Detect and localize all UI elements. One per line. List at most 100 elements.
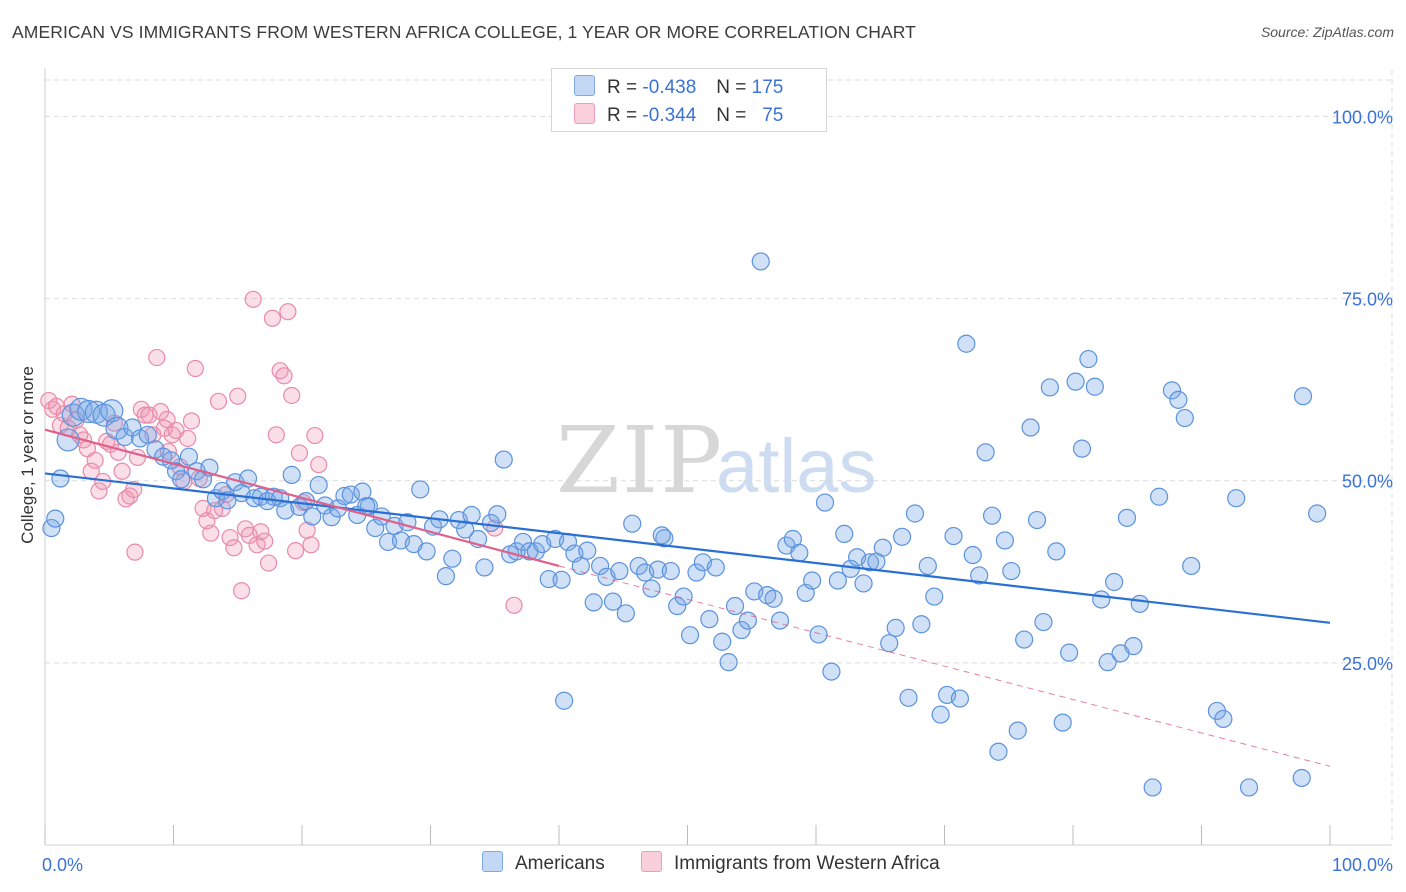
data-point-americans — [719, 653, 738, 672]
blue-series-points — [42, 252, 1327, 797]
tick-labels: 25.0% 50.0% 75.0% 100.0% 0.0% 100.0% — [42, 107, 1393, 875]
data-point-americans — [623, 514, 642, 533]
data-point-immigrants — [158, 410, 176, 429]
data-point-americans — [341, 485, 360, 504]
data-point-immigrants — [290, 444, 309, 462]
data-point-immigrants — [225, 539, 243, 557]
data-point-americans — [138, 425, 157, 444]
data-point-americans — [366, 518, 385, 538]
data-point-americans — [436, 567, 456, 586]
watermark-atlas: atlas — [716, 424, 877, 509]
data-point-immigrants — [233, 582, 251, 600]
data-point-americans — [1040, 378, 1059, 397]
data-point-immigrants — [113, 462, 131, 480]
y-tick-label: 25.0% — [1342, 654, 1393, 674]
data-point-immigrants — [229, 387, 247, 405]
data-point-americans — [1047, 542, 1066, 561]
data-point-americans — [1021, 418, 1040, 437]
data-point-americans — [1293, 387, 1313, 406]
legend-swatch-pink — [641, 851, 662, 872]
data-point-immigrants — [90, 482, 108, 500]
data-point-americans — [944, 526, 963, 546]
data-point-americans — [172, 470, 191, 489]
data-point-americans — [822, 662, 841, 681]
data-point-immigrants — [256, 532, 274, 550]
data-point-americans — [552, 570, 571, 589]
legend-swatch-pink — [574, 103, 595, 124]
data-point-americans — [674, 587, 693, 606]
data-point-immigrants — [263, 309, 282, 327]
y-tick-label: 50.0% — [1342, 472, 1393, 492]
data-point-americans — [713, 632, 732, 651]
data-point-immigrants — [279, 303, 297, 321]
data-point-americans — [1214, 709, 1233, 729]
data-point-americans — [661, 561, 680, 581]
data-point-americans — [652, 526, 671, 545]
data-point-americans — [982, 506, 1002, 525]
data-point-americans — [687, 563, 706, 582]
legend-item-americans: Americans — [482, 851, 605, 875]
data-point-americans — [115, 427, 134, 447]
data-point-americans — [616, 604, 635, 623]
legend-swatch-blue — [574, 75, 595, 96]
data-point-americans — [1008, 721, 1027, 740]
data-point-americans — [706, 558, 725, 577]
data-point-americans — [584, 593, 603, 612]
data-point-americans — [751, 252, 770, 271]
chart-title: AMERICAN VS IMMIGRANTS FROM WESTERN AFRI… — [12, 22, 916, 42]
data-point-americans — [770, 611, 790, 630]
y-tick-label: 100.0% — [1332, 107, 1393, 127]
watermark-zip: ZIP — [556, 407, 724, 514]
data-point-americans — [1169, 390, 1188, 409]
stats-legend: R = -0.438 N = 175 R = -0.344 N = 75 — [551, 68, 827, 132]
data-point-americans — [931, 705, 950, 724]
data-point-americans — [642, 579, 661, 598]
data-point-americans — [1308, 504, 1327, 523]
data-point-americans — [100, 399, 124, 423]
data-point-americans — [46, 509, 65, 528]
data-point-americans — [970, 566, 989, 585]
data-point-americans — [335, 486, 354, 506]
data-point-americans — [539, 569, 558, 589]
data-point-immigrants — [283, 386, 301, 405]
data-point-immigrants — [86, 451, 104, 469]
data-point-americans — [1182, 556, 1201, 576]
legend-swatch-blue — [482, 851, 503, 872]
data-point-americans — [790, 543, 809, 562]
data-point-immigrants — [126, 543, 144, 561]
data-point-americans — [860, 553, 880, 572]
data-point-americans — [69, 397, 93, 421]
data-point-americans — [899, 688, 918, 707]
axes — [44, 68, 1392, 846]
data-point-americans — [1015, 630, 1034, 649]
data-point-americans — [815, 493, 835, 512]
data-point-immigrants — [306, 426, 324, 445]
data-point-immigrants — [125, 480, 143, 499]
data-point-americans — [963, 545, 982, 565]
legend-row-immigrants: R = -0.344 N = 75 — [574, 103, 783, 127]
data-point-americans — [854, 574, 873, 593]
data-point-americans — [488, 505, 507, 524]
data-point-americans — [1027, 510, 1047, 530]
data-point-americans — [56, 428, 80, 452]
n-value: 175 — [751, 77, 784, 98]
trend-lines — [44, 428, 1331, 767]
source-label: Source: ZipAtlas.com — [1260, 24, 1394, 40]
data-point-americans — [462, 505, 481, 525]
legend-item-immigrants: Immigrants from Western Africa — [641, 851, 940, 875]
data-point-americans — [886, 618, 905, 637]
grid-lines — [45, 70, 1393, 845]
r-label: R = — [607, 77, 638, 98]
trend-line-immigrants — [44, 428, 560, 568]
data-point-americans — [1292, 768, 1311, 788]
data-point-americans — [513, 532, 533, 552]
data-point-americans — [892, 527, 912, 546]
data-point-americans — [494, 450, 513, 469]
data-point-americans — [1098, 653, 1117, 672]
data-point-americans — [1066, 372, 1085, 391]
data-point-immigrants — [209, 392, 228, 410]
data-point-americans — [571, 556, 590, 576]
data-point-americans — [51, 469, 70, 488]
data-point-immigrants — [267, 426, 285, 444]
